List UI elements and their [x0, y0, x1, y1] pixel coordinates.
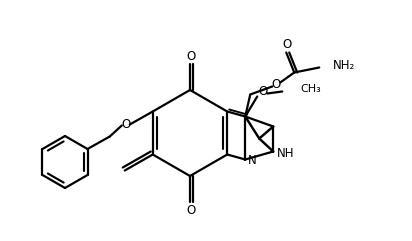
Text: NH₂: NH₂: [333, 59, 356, 72]
Text: N: N: [248, 154, 257, 167]
Text: O: O: [272, 78, 281, 91]
Text: O: O: [186, 203, 196, 216]
Text: NH: NH: [276, 147, 294, 160]
Text: O: O: [121, 118, 130, 131]
Text: O: O: [283, 38, 292, 51]
Text: CH₃: CH₃: [300, 85, 321, 94]
Text: O: O: [259, 85, 268, 98]
Text: O: O: [186, 49, 196, 62]
